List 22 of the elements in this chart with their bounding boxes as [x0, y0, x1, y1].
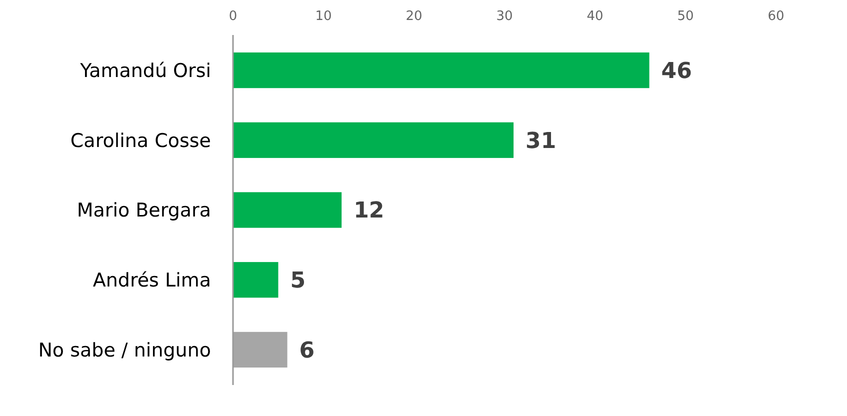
data-label: 12 [354, 198, 384, 224]
data-label: 31 [526, 128, 556, 154]
x-tick-label: 50 [677, 9, 694, 24]
data-label: 6 [299, 338, 315, 364]
y-tick-label: Yamandú Orsi [79, 60, 211, 82]
y-tick-label: No sabe / ninguno [38, 339, 211, 362]
bar [233, 52, 650, 88]
y-tick-label: Andrés Lima [92, 270, 211, 292]
y-tick-label: Mario Bergara [76, 200, 211, 222]
bar [233, 192, 342, 228]
x-tick-label: 20 [406, 9, 422, 24]
bar [233, 332, 288, 368]
x-tick-label: 10 [315, 9, 332, 24]
x-tick-label: 60 [768, 9, 784, 24]
x-tick-label: 0 [228, 9, 238, 24]
bar [233, 262, 278, 298]
x-tick-label: 40 [586, 9, 604, 24]
data-label: 5 [290, 268, 306, 294]
bar [233, 122, 514, 158]
y-tick-label: Carolina Cosse [70, 130, 211, 152]
x-tick-label: 30 [496, 9, 513, 24]
data-label: 46 [661, 58, 692, 84]
